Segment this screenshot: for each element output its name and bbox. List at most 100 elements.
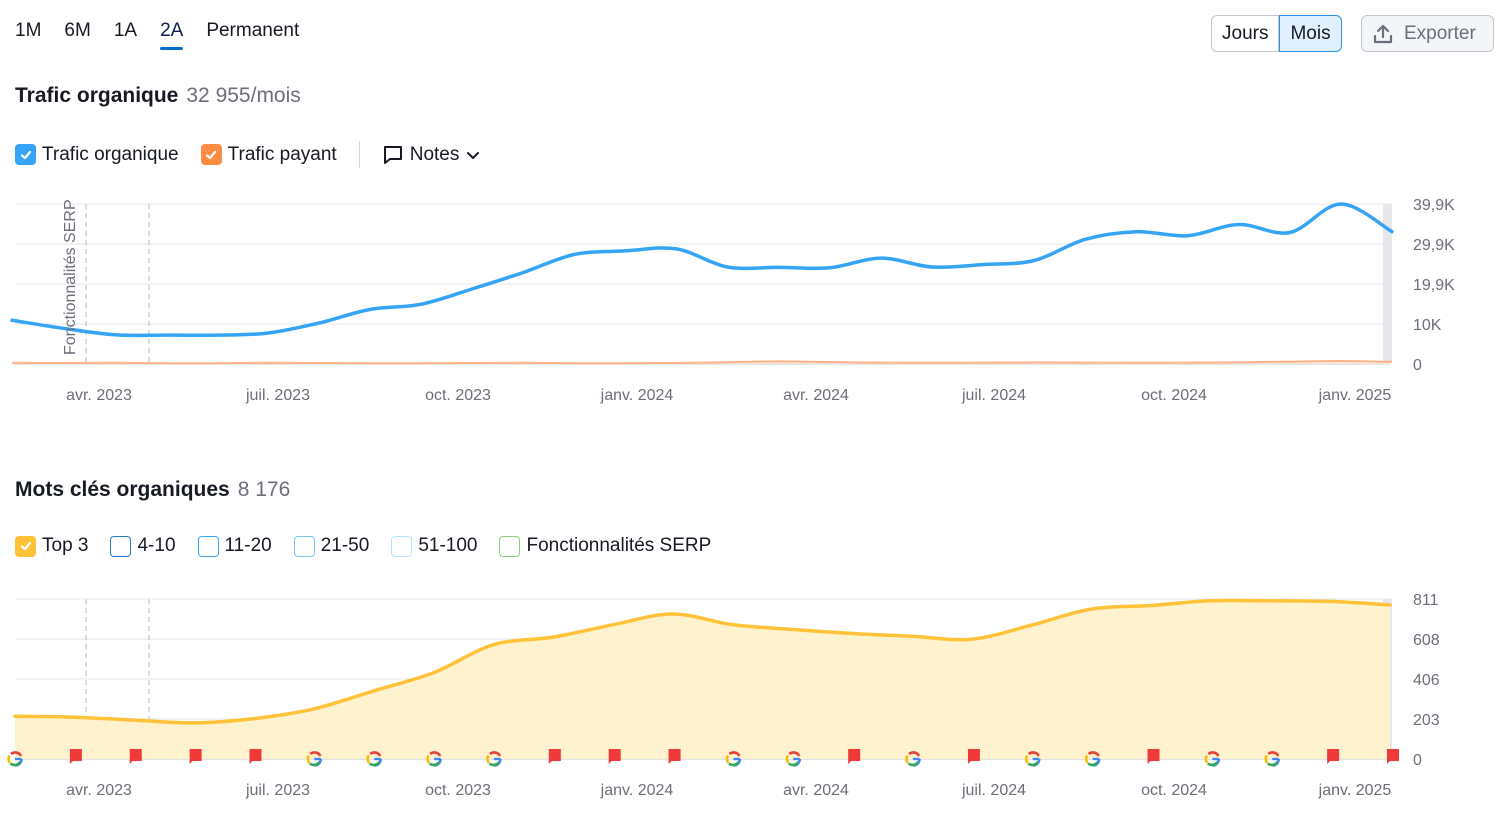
google-icon: [905, 751, 921, 767]
flag-shape: [608, 749, 621, 764]
google-red: [429, 751, 442, 757]
checkbox-unchecked-icon[interactable]: [197, 535, 219, 557]
flag-icon: [608, 749, 621, 764]
flag-icon: [249, 749, 262, 764]
flag-icon: [1147, 749, 1160, 764]
google-red: [369, 751, 382, 757]
google-yellow: [366, 754, 371, 764]
keywords-title-row: Mots clés organiques 8 176: [15, 478, 290, 502]
y-tick-label: 0: [1413, 357, 1422, 374]
keywords-title: Mots clés organiques: [15, 478, 230, 501]
google-yellow: [1204, 754, 1209, 764]
google-green: [907, 761, 920, 767]
checkbox-unchecked-icon[interactable]: [391, 535, 413, 557]
google-red: [309, 751, 322, 757]
google-icon: [1264, 751, 1281, 767]
x-tick-label: oct. 2023: [425, 387, 491, 404]
legend-serp-features[interactable]: Fonctionnalités SERP: [499, 535, 711, 557]
tab-1a[interactable]: 1A: [113, 20, 138, 41]
legend-paid-traffic[interactable]: Trafic payant: [200, 143, 337, 166]
x-tick-label: oct. 2024: [1141, 782, 1207, 799]
notes-label: Notes: [409, 143, 460, 165]
google-red: [908, 751, 921, 757]
google-green: [9, 761, 22, 767]
flag-shape: [967, 749, 980, 764]
google-green: [1207, 761, 1219, 767]
google-icon: [486, 751, 502, 767]
flag-shape: [69, 749, 82, 764]
google-icon: [306, 751, 323, 767]
legend-label: Trafic payant: [227, 143, 337, 165]
x-tick-label: janv. 2025: [1318, 387, 1392, 404]
x-tick-label: janv. 2025: [1318, 782, 1392, 799]
google-yellow: [725, 754, 730, 764]
traffic-value: 32 955/mois: [186, 84, 301, 107]
checkbox-unchecked-icon[interactable]: [499, 535, 521, 557]
google-green: [368, 761, 381, 767]
checkbox-checked-icon[interactable]: [15, 144, 36, 165]
google-red: [1027, 751, 1040, 757]
y-tick-label: 29,9K: [1413, 237, 1455, 254]
google-green: [1087, 761, 1099, 767]
traffic-legend: Trafic organique Trafic payant Notes: [15, 141, 481, 168]
keywords-legend: Top 3 4-10 11-20 21-50 51-100 Fonctionna…: [15, 535, 733, 557]
x-tick-label: avr. 2023: [66, 782, 132, 799]
flag-icon: [1327, 749, 1340, 764]
google-icon: [1204, 751, 1221, 767]
tab-2a[interactable]: 2A: [160, 20, 184, 50]
checkbox-checked-icon[interactable]: [15, 535, 36, 557]
legend-11-20[interactable]: 11-20: [197, 535, 272, 557]
legend-label: Fonctionnalités SERP: [526, 535, 712, 556]
google-red: [10, 751, 23, 757]
checkbox-unchecked-icon[interactable]: [110, 535, 132, 557]
x-tick-label: juil. 2023: [245, 782, 310, 799]
notes-dropdown[interactable]: Notes: [382, 144, 482, 166]
paid-traffic-line: [11, 359, 1393, 365]
y-tick-label: 19,9K: [1413, 277, 1455, 294]
export-button[interactable]: Exporter: [1361, 15, 1494, 52]
top3-area: [15, 600, 1390, 759]
x-tick-label: janv. 2024: [600, 387, 674, 404]
keywords-value: 8 176: [237, 478, 291, 501]
date-range-tabs: 1M 6M 1A 2A Permanent: [15, 20, 322, 50]
checkbox-unchecked-icon[interactable]: [293, 535, 315, 557]
checkbox-checked-icon[interactable]: [200, 144, 222, 165]
legend-label: 51-100: [418, 535, 478, 556]
google-yellow: [1264, 754, 1269, 764]
months-button[interactable]: Mois: [1279, 15, 1342, 52]
days-button[interactable]: Jours: [1211, 15, 1280, 52]
google-green: [309, 761, 321, 767]
google-red: [788, 751, 801, 757]
flag-icon: [668, 749, 681, 764]
google-red: [489, 751, 502, 757]
x-tick-label: janv. 2024: [600, 782, 674, 799]
google-icon: [725, 751, 742, 767]
legend-top3[interactable]: Top 3: [15, 535, 88, 557]
x-tick-label: juil. 2024: [961, 387, 1026, 404]
top3-line: [13, 598, 1392, 725]
y-tick-label: 10K: [1413, 317, 1442, 334]
tab-6m[interactable]: 6M: [64, 20, 91, 41]
x-tick-label: juil. 2023: [245, 387, 310, 404]
google-yellow: [7, 754, 12, 764]
google-icon: [366, 751, 383, 767]
legend-label: 11-20: [224, 535, 272, 556]
tab-1m[interactable]: 1M: [15, 20, 42, 41]
google-red: [728, 751, 741, 757]
legend-4-10[interactable]: 4-10: [110, 535, 176, 557]
scroll-handle: [1383, 204, 1392, 364]
google-green: [1266, 761, 1279, 767]
legend-51-100[interactable]: 51-100: [391, 535, 477, 557]
flag-icon: [548, 749, 561, 764]
x-tick-label: avr. 2023: [66, 387, 132, 404]
flag-shape: [189, 749, 202, 764]
google-yellow: [486, 754, 491, 764]
legend-label: 4-10: [137, 535, 176, 556]
traffic-chart: 0 10K 19,9K 29,9K 39,9K avr. 2023 juil. 2023 oc…: [10, 197, 1455, 404]
flag-shape: [548, 749, 561, 764]
legend-21-50[interactable]: 21-50: [293, 535, 369, 557]
x-tick-label: avr. 2024: [783, 782, 849, 799]
legend-organic-traffic[interactable]: Trafic organique: [15, 144, 179, 166]
tab-permanent[interactable]: Permanent: [206, 20, 300, 41]
google-yellow: [426, 754, 431, 764]
